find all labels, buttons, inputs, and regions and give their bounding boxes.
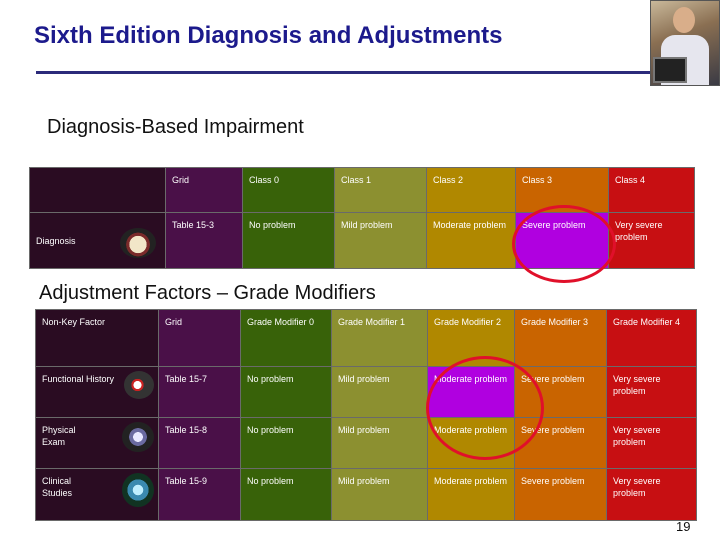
imaging-icon	[122, 473, 154, 507]
page-number: 19	[676, 519, 691, 534]
modifier-3-cell: Severe problem	[514, 468, 607, 521]
header-class-0: Class 0	[242, 167, 335, 213]
functional-history-row: Functional History Table 15-7 No problem…	[35, 366, 697, 418]
man-at-computer-photo	[650, 0, 720, 86]
class-2-cell: Moderate problem	[426, 212, 516, 269]
header-class-1: Class 1	[334, 167, 427, 213]
modifier-1-cell: Mild problem	[331, 468, 428, 521]
modifier-header-row: Non-Key Factor Grid Grade Modifier 0 Gra…	[35, 309, 697, 367]
grid-cell: Table 15-3	[165, 212, 243, 269]
header-grid: Grid	[158, 309, 241, 367]
grid-cell: Table 15-8	[158, 417, 241, 469]
row-label-cell: Clinical Studies	[35, 468, 159, 521]
row-label: Functional History	[42, 374, 115, 384]
header-blank-cell	[29, 167, 166, 213]
grid-cell: Table 15-9	[158, 468, 241, 521]
row-label-cell: Diagnosis	[29, 212, 166, 269]
row-label-cell: Physical Exam	[35, 417, 159, 469]
header-non-key-factor: Non-Key Factor	[35, 309, 159, 367]
modifier-0-cell: No problem	[240, 366, 332, 418]
header-modifier-4: Grade Modifier 4	[606, 309, 697, 367]
modifier-2-cell: Moderate problem	[427, 468, 515, 521]
grade-modifier-table: Non-Key Factor Grid Grade Modifier 0 Gra…	[35, 309, 697, 521]
grid-cell: Table 15-7	[158, 366, 241, 418]
modifier-4-cell: Very severe problem	[606, 417, 697, 469]
modifier-0-cell: No problem	[240, 468, 332, 521]
modifier-1-cell: Mild problem	[331, 417, 428, 469]
class-4-cell: Very severe problem	[608, 212, 695, 269]
modifier-4-cell: Very severe problem	[606, 468, 697, 521]
modifier-4-cell: Very severe problem	[606, 366, 697, 418]
diagnosis-header-row: Grid Class 0 Class 1 Class 2 Class 3 Cla…	[29, 167, 695, 213]
header-modifier-1: Grade Modifier 1	[331, 309, 428, 367]
modifier-1-cell: Mild problem	[331, 366, 428, 418]
exam-icon	[122, 422, 154, 452]
row-label: Clinical Studies	[42, 476, 73, 498]
modifier-2-circle-annotation	[426, 356, 544, 460]
header-grid: Grid	[165, 167, 243, 213]
photo-head	[673, 7, 695, 33]
section-heading-dbi: Diagnosis-Based Impairment	[47, 116, 304, 138]
header-class-2: Class 2	[426, 167, 516, 213]
row-label-cell: Functional History	[35, 366, 159, 418]
history-icon	[124, 371, 154, 399]
slide-title: Sixth Edition Diagnosis and Adjustments	[34, 22, 503, 49]
clinical-studies-row: Clinical Studies Table 15-9 No problem M…	[35, 468, 697, 521]
photo-monitor	[653, 57, 687, 83]
header-modifier-0: Grade Modifier 0	[240, 309, 332, 367]
spine-diagram-icon	[119, 228, 156, 258]
class-3-circle-annotation	[512, 205, 616, 283]
header-modifier-3: Grade Modifier 3	[514, 309, 607, 367]
row-label: Diagnosis	[36, 236, 76, 246]
class-0-cell: No problem	[242, 212, 335, 269]
row-label: Physical Exam	[42, 425, 76, 447]
physical-exam-row: Physical Exam Table 15-8 No problem Mild…	[35, 417, 697, 469]
header-class-4: Class 4	[608, 167, 695, 213]
section-heading-adjustment: Adjustment Factors – Grade Modifiers	[37, 282, 378, 305]
class-1-cell: Mild problem	[334, 212, 427, 269]
modifier-0-cell: No problem	[240, 417, 332, 469]
title-underline	[36, 71, 650, 74]
